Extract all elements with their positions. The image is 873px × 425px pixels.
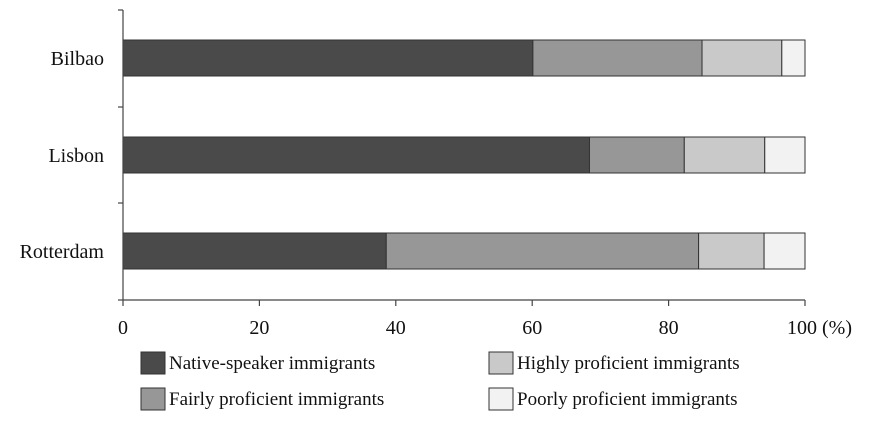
category-label-lisbon: Lisbon bbox=[48, 145, 104, 167]
bar-segment-bilbao-fairly-proficient-immigrants bbox=[532, 39, 703, 77]
category-labels: Bilbao Lisbon Rotterdam bbox=[20, 48, 105, 263]
category-label-rotterdam: Rotterdam bbox=[20, 241, 105, 263]
x-tick-label: 40 bbox=[386, 317, 406, 339]
legend-swatch bbox=[140, 387, 166, 411]
legend-item-fairly-proficient-immigrants: Fairly proficient immigrants bbox=[140, 387, 384, 411]
category-label-bilbao: Bilbao bbox=[51, 48, 104, 70]
x-tick-label: 20 bbox=[249, 317, 269, 339]
bar-segment-lisbon-highly-proficient-immigrants bbox=[683, 136, 766, 174]
x-tick-label: 60 bbox=[522, 317, 542, 339]
legend-label: Poorly proficient immigrants bbox=[517, 389, 738, 410]
legend-item-native-speaker-immigrants: Native-speaker immigrants bbox=[140, 351, 375, 375]
legend-swatch bbox=[140, 351, 166, 375]
bar-segment-rotterdam-native-speaker-immigrants bbox=[122, 232, 387, 270]
legend-label: Native-speaker immigrants bbox=[169, 353, 375, 374]
bar-segment-bilbao-highly-proficient-immigrants bbox=[701, 39, 783, 77]
x-tick-label: 0 bbox=[118, 317, 128, 339]
bar-segment-lisbon-native-speaker-immigrants bbox=[122, 136, 590, 174]
bar-segment-rotterdam-poorly-proficient-immigrants bbox=[763, 232, 806, 270]
legend-swatch bbox=[488, 387, 514, 411]
legend-label: Fairly proficient immigrants bbox=[169, 389, 384, 410]
x-tick-labels: 0 20 40 60 80 100 (%) bbox=[118, 317, 852, 339]
bars-group bbox=[122, 39, 806, 270]
x-tick-label: 80 bbox=[659, 317, 679, 339]
x-tick-label: 100 (%) bbox=[787, 317, 852, 339]
legend-item-poorly-proficient-immigrants: Poorly proficient immigrants bbox=[488, 387, 738, 411]
legend-item-highly-proficient-immigrants: Highly proficient immigrants bbox=[488, 351, 740, 375]
bar-segment-rotterdam-highly-proficient-immigrants bbox=[698, 232, 765, 270]
bar-segment-rotterdam-fairly-proficient-immigrants bbox=[385, 232, 700, 270]
bar-segment-lisbon-fairly-proficient-immigrants bbox=[588, 136, 685, 174]
legend: Native-speaker immigrants Fairly proficie… bbox=[140, 351, 740, 411]
bar-segment-bilbao-poorly-proficient-immigrants bbox=[781, 39, 806, 77]
legend-swatch bbox=[488, 351, 514, 375]
bar-segment-lisbon-poorly-proficient-immigrants bbox=[764, 136, 806, 174]
bar-segment-bilbao-native-speaker-immigrants bbox=[122, 39, 534, 77]
legend-label: Highly proficient immigrants bbox=[517, 353, 740, 374]
axes-group bbox=[118, 9, 806, 306]
